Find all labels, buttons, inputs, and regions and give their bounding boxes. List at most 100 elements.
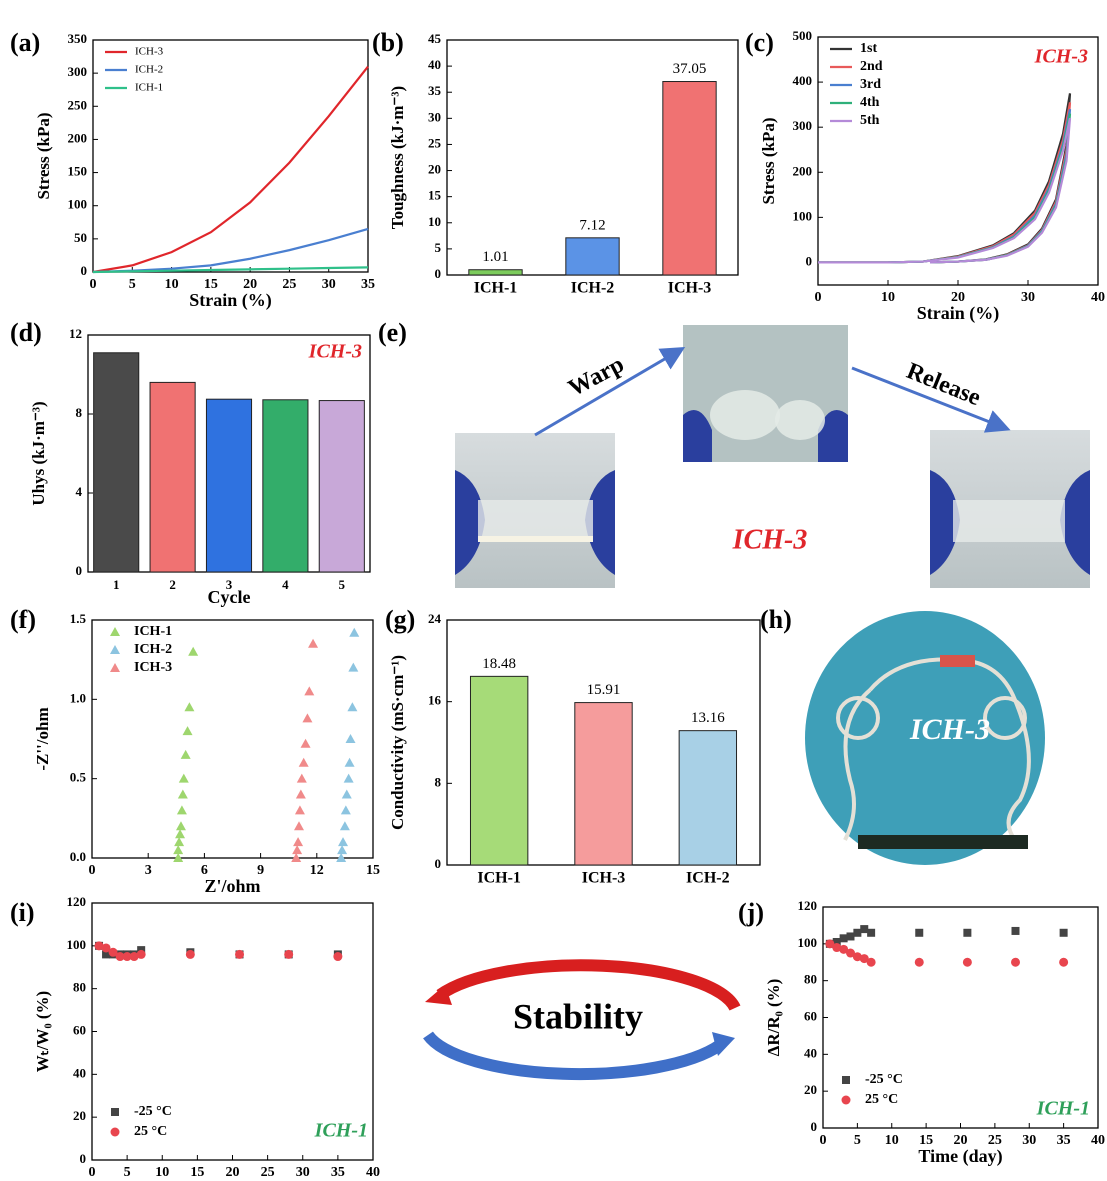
- y-tick-label: 80: [73, 980, 86, 995]
- annotation: ICH-1: [314, 1120, 368, 1142]
- y-tick-label: 80: [804, 972, 817, 987]
- marker: [867, 928, 876, 937]
- panel-label: (b): [372, 28, 404, 57]
- panel-label: (c): [745, 28, 774, 57]
- x-tick-label: 3: [145, 863, 152, 878]
- marker: [291, 853, 302, 862]
- marker: [832, 943, 842, 953]
- bar: [262, 399, 309, 573]
- y-tick-label: 100: [798, 935, 818, 950]
- bar: [205, 398, 253, 573]
- y-tick-label: 200: [68, 130, 88, 145]
- warp-label: Warp: [564, 351, 628, 402]
- bar: [93, 352, 140, 573]
- stability-label: Stability: [513, 996, 643, 1036]
- y-tick-label: 200: [793, 163, 813, 178]
- x-tick-label: ICH-2: [571, 280, 615, 297]
- x-tick-label: 15: [190, 1165, 204, 1180]
- legend-label: 25 °C: [134, 1124, 167, 1139]
- x-tick-label: 12: [310, 863, 324, 878]
- y-axis-label: Conductivity (mS·cm⁻¹): [388, 655, 407, 830]
- x-axis-label: Strain (%): [189, 290, 272, 311]
- y-tick-label: 5: [435, 240, 442, 255]
- y-tick-label: 400: [793, 73, 813, 88]
- y-tick-label: 0: [811, 1119, 818, 1134]
- hydrogel: [953, 500, 1065, 542]
- y-tick-label: 8: [435, 774, 442, 789]
- marker: [102, 950, 111, 959]
- x-tick-label: 5: [129, 277, 136, 292]
- glove: [585, 470, 615, 575]
- x-tick-label: 30: [1022, 1133, 1036, 1148]
- bar: [662, 81, 717, 276]
- plot-frame: [92, 39, 369, 273]
- y-tick-label: 250: [68, 97, 88, 112]
- marker: [337, 845, 348, 855]
- y-tick-label: 100: [67, 937, 87, 952]
- plot-frame: [817, 36, 1099, 286]
- panel-label: (i): [10, 898, 35, 927]
- x-tick-label: 4: [282, 577, 289, 592]
- marker: [182, 726, 193, 736]
- led: [940, 655, 975, 667]
- legend-marker: [842, 1076, 850, 1084]
- x-tick-label: 30: [296, 1165, 310, 1180]
- y-tick-label: 0: [435, 856, 442, 871]
- x-tick-label: 15: [204, 277, 218, 292]
- marker: [839, 934, 848, 943]
- y-axis-label: ΔR/R₀ (%): [764, 979, 783, 1057]
- wire-loop: [983, 696, 1027, 740]
- marker: [178, 773, 189, 783]
- y-tick-label: 120: [67, 894, 87, 909]
- x-tick-label: 35: [331, 1165, 345, 1180]
- panel-label: (a): [10, 28, 40, 57]
- line: [818, 117, 1072, 264]
- marker: [180, 749, 191, 759]
- panel-label: (g): [385, 605, 415, 634]
- hydrogel-edge: [478, 536, 593, 542]
- panel-label: (h): [760, 605, 792, 634]
- legend-marker: [841, 1095, 851, 1105]
- marker: [866, 957, 876, 967]
- y-tick-label: 0: [76, 563, 83, 578]
- x-tick-label: 2: [169, 577, 176, 592]
- marker: [340, 805, 351, 815]
- marker: [344, 757, 355, 767]
- value-label: 18.48: [482, 656, 516, 672]
- marker: [296, 773, 307, 783]
- hydrogel: [478, 500, 593, 542]
- x-axis-label: Time (day): [918, 1146, 1002, 1167]
- x-tick-label: 20: [243, 277, 257, 292]
- marker: [1059, 957, 1069, 967]
- marker: [963, 928, 972, 937]
- y-tick-label: 8: [76, 405, 83, 420]
- marker: [175, 821, 186, 831]
- y-tick-label: 60: [804, 1008, 817, 1023]
- glove: [930, 470, 960, 575]
- marker: [914, 957, 924, 967]
- marker: [1059, 928, 1068, 937]
- legend-marker: [110, 1127, 120, 1137]
- y-tick-label: 24: [428, 611, 442, 626]
- y-tick-label: 350: [68, 31, 88, 46]
- glove: [455, 470, 485, 575]
- line: [92, 266, 369, 274]
- x-tick-label: 40: [1091, 1133, 1105, 1148]
- arrow-arc: [423, 1031, 724, 1081]
- marker: [108, 947, 118, 957]
- y-tick-label: 4: [76, 484, 83, 499]
- x-tick-label: 25: [988, 1133, 1002, 1148]
- marker: [852, 952, 862, 962]
- x-tick-label: 10: [165, 277, 179, 292]
- legend-label: 25 °C: [865, 1092, 898, 1107]
- value-label: 15.91: [587, 682, 621, 698]
- marker: [94, 941, 104, 951]
- arrow-head: [425, 985, 452, 1005]
- legend-marker: [111, 1108, 119, 1116]
- y-axis-label: Stress (kPa): [759, 117, 778, 204]
- y-tick-label: 0: [80, 1151, 87, 1166]
- legend-label: 5th: [860, 113, 880, 128]
- legend-label: 3rd: [860, 77, 881, 92]
- y-tick-label: 0: [81, 263, 88, 278]
- y-tick-label: 20: [428, 162, 441, 177]
